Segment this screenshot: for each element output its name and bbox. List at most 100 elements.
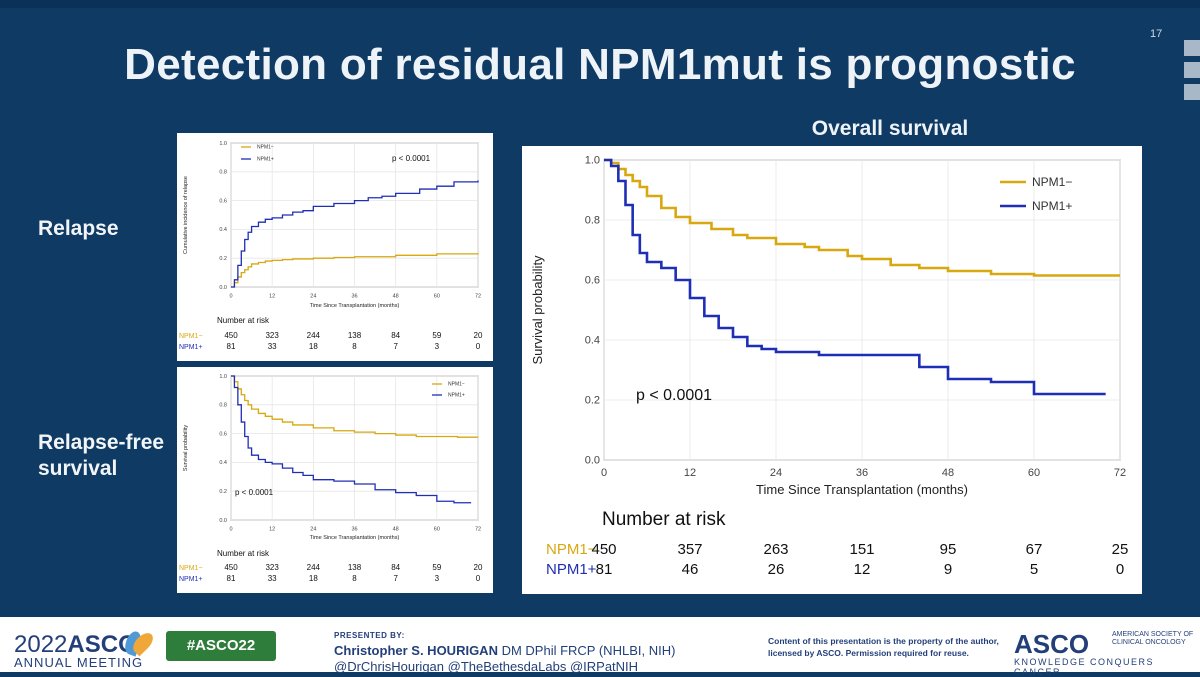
sidebar-button[interactable] xyxy=(1184,62,1200,78)
km-curve-npm1-neg xyxy=(231,375,478,438)
sidebar-button[interactable] xyxy=(1184,40,1200,56)
y-tick-label: 0.4 xyxy=(585,335,600,347)
x-tick-label: 36 xyxy=(856,467,868,479)
x-tick-label: 12 xyxy=(684,467,696,479)
risk-value: 9 xyxy=(944,561,952,578)
risk-value: 0 xyxy=(476,574,481,583)
risk-value: 8 xyxy=(352,574,357,583)
x-axis-label: Time Since Transplantation (months) xyxy=(310,535,400,541)
risk-row-label: NPM1− xyxy=(179,565,203,572)
x-tick-label: 24 xyxy=(770,467,782,479)
risk-value: 3 xyxy=(435,574,440,583)
y-axis-label: Cumulative incidence of relapse xyxy=(183,176,189,254)
x-tick-label: 36 xyxy=(351,527,357,533)
risk-value: 33 xyxy=(268,574,277,583)
risk-value: 263 xyxy=(763,541,788,558)
rfs-label-line2: survival xyxy=(38,457,118,480)
y-tick-label: 1.0 xyxy=(219,374,227,380)
x-tick-label: 48 xyxy=(393,527,399,533)
y-tick-label: 1.0 xyxy=(585,155,600,167)
slide-title: Detection of residual NPM1mut is prognos… xyxy=(124,40,1076,89)
legend-label: NPM1+ xyxy=(1032,199,1072,213)
rfs-label-line1: Relapse-free xyxy=(38,431,165,454)
x-tick-label: 0 xyxy=(601,467,607,479)
x-tick-label: 0 xyxy=(229,294,232,300)
sidebar-button[interactable] xyxy=(1184,84,1200,100)
os-chart: 0 12 24 36 48 60 72 0.0 0.2 0.4 0.6 0.8 1.0 Time Sinc… xyxy=(530,155,1129,578)
risk-value: 59 xyxy=(432,563,441,572)
x-tick-label: 48 xyxy=(942,467,954,479)
y-tick-label: 0.8 xyxy=(219,403,227,409)
km-curve-npm1-pos xyxy=(604,158,1106,396)
risk-value: 59 xyxy=(432,331,441,340)
risk-value: 244 xyxy=(307,331,321,340)
risk-value: 450 xyxy=(591,541,616,558)
risk-value: 0 xyxy=(1116,561,1124,578)
sidebar-controls xyxy=(1184,40,1200,160)
y-tick-label: 0.6 xyxy=(219,431,227,437)
x-tick-label: 60 xyxy=(434,527,440,533)
risk-value: 81 xyxy=(227,342,236,351)
risk-value: 450 xyxy=(224,563,238,572)
risk-row-label: NPM1+ xyxy=(546,561,597,578)
y-axis-label: Survival probability xyxy=(183,425,189,471)
x-tick-label: 60 xyxy=(1028,467,1040,479)
risk-value: 5 xyxy=(1030,561,1038,578)
risk-value: 0 xyxy=(476,342,481,351)
legend-label: NPM1+ xyxy=(448,393,465,399)
y-tick-label: 0.2 xyxy=(219,489,227,495)
risk-value: 25 xyxy=(1112,541,1129,558)
risk-row-label: NPM1− xyxy=(546,541,597,558)
presenter: Christopher S. HOURIGAN DM DPhil FRCP (N… xyxy=(334,643,675,658)
risk-table-header: Number at risk xyxy=(217,316,270,325)
y-tick-label: 0.2 xyxy=(585,395,600,407)
x-axis-label: Time Since Transplantation (months) xyxy=(756,482,968,497)
x-tick-label: 0 xyxy=(229,527,232,533)
risk-value: 81 xyxy=(596,561,613,578)
x-tick-label: 60 xyxy=(434,294,440,300)
risk-value: 138 xyxy=(348,563,362,572)
risk-value: 8 xyxy=(352,342,357,351)
p-value-annotation: p < 0.0001 xyxy=(392,154,431,163)
risk-row-label: NPM1+ xyxy=(179,344,203,351)
km-curve-npm1-pos xyxy=(231,180,479,288)
risk-value: 450 xyxy=(224,331,238,340)
os-panel: 0 12 24 36 48 60 72 0.0 0.2 0.4 0.6 0.8 1.0 Time Sinc… xyxy=(522,146,1142,594)
x-tick-label: 72 xyxy=(475,294,481,300)
os-title: Overall survival xyxy=(811,117,969,140)
risk-value: 81 xyxy=(227,574,236,583)
km-curve-npm1-neg xyxy=(604,158,1120,277)
presenter-credentials: DM DPhil FRCP (NHLBI, NIH) xyxy=(497,643,676,658)
hashtag-badge: #ASCO22 xyxy=(166,631,276,661)
y-tick-label: 0.6 xyxy=(585,275,600,287)
risk-value: 67 xyxy=(1026,541,1043,558)
risk-value: 46 xyxy=(682,561,699,578)
x-tick-label: 12 xyxy=(269,294,275,300)
y-tick-label: 0.8 xyxy=(585,215,600,227)
risk-value: 18 xyxy=(309,574,318,583)
y-tick-label: 0.2 xyxy=(219,256,227,262)
y-tick-label: 1.0 xyxy=(219,141,227,147)
risk-value: 18 xyxy=(309,342,318,351)
km-curve-npm1-neg xyxy=(231,253,479,288)
footer: 2022 ASCO ANNUAL MEETING #ASCO22 PRESENTE… xyxy=(0,617,1200,677)
meeting-year: 2022 xyxy=(14,631,68,658)
top-strip xyxy=(0,0,1200,8)
meeting-subtitle: ANNUAL MEETING xyxy=(14,655,144,670)
p-value-annotation: p < 0.0001 xyxy=(235,488,274,497)
risk-value: 357 xyxy=(677,541,702,558)
risk-value: 7 xyxy=(393,342,398,351)
presenter-handles: @DrChrisHourigan @TheBethesdaLabs @IRPat… xyxy=(334,659,639,674)
risk-value: 84 xyxy=(391,331,400,340)
x-tick-label: 72 xyxy=(475,527,481,533)
p-value-annotation: p < 0.0001 xyxy=(636,387,712,404)
risk-value: 7 xyxy=(393,574,398,583)
risk-value: 12 xyxy=(854,561,871,578)
risk-value: 3 xyxy=(435,342,440,351)
risk-table-header: Number at risk xyxy=(217,549,270,558)
risk-value: 151 xyxy=(849,541,874,558)
y-tick-label: 0.0 xyxy=(219,285,227,291)
risk-table-header: Number at risk xyxy=(602,509,726,530)
y-tick-label: 0.6 xyxy=(219,198,227,204)
legend-label: NPM1+ xyxy=(257,157,274,163)
